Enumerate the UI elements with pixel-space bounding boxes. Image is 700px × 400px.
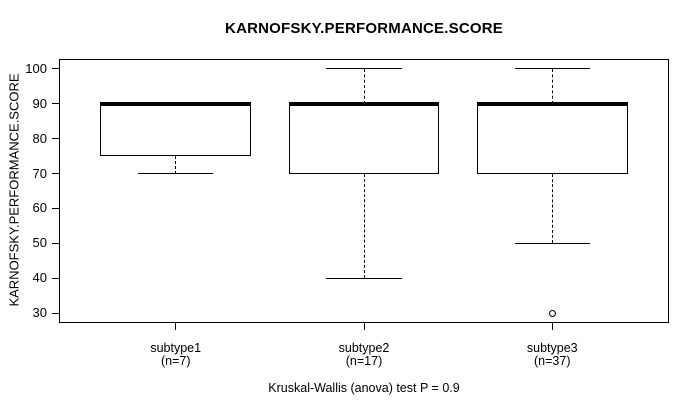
y-tick: [52, 138, 59, 140]
y-tick-label: 80: [32, 130, 47, 146]
y-tick-label: 30: [32, 305, 47, 321]
x-category-label: subtype2: [338, 341, 390, 355]
upper-whisker-line: [363, 68, 365, 104]
y-tick-label: 60: [32, 200, 47, 216]
x-tick: [175, 323, 177, 330]
x-category-sublabel: (n=37): [534, 354, 571, 368]
x-tick: [363, 323, 365, 330]
lower-whisker-cap: [514, 242, 590, 244]
y-tick: [52, 312, 59, 314]
outlier-point: [548, 309, 556, 317]
median-line: [476, 101, 628, 106]
lower-whisker-line: [363, 173, 365, 279]
y-tick-label: 40: [32, 270, 47, 286]
upper-whisker-cap: [514, 68, 590, 70]
y-tick: [52, 277, 59, 279]
lower-whisker-cap: [138, 173, 214, 175]
iqr-box: [476, 103, 628, 174]
iqr-box: [288, 103, 440, 174]
x-category-sublabel: (n=7): [160, 354, 191, 368]
chart-title: KARNOFSKY.PERFORMANCE.SCORE: [225, 20, 503, 37]
y-tick: [52, 173, 59, 175]
y-tick-label: 50: [32, 235, 47, 251]
x-tick: [551, 323, 553, 330]
y-tick: [52, 103, 59, 105]
median-line: [100, 101, 252, 106]
y-tick-label: 100: [25, 60, 47, 76]
lower-whisker-line: [551, 173, 553, 244]
y-tick-label: 70: [32, 165, 47, 181]
x-category-sublabel: (n=17): [345, 354, 383, 368]
y-tick-label: 90: [32, 95, 47, 111]
stat-test-caption: Kruskal-Wallis (anova) test P = 0.9: [268, 381, 460, 395]
lower-whisker-cap: [326, 277, 402, 279]
lower-whisker-line: [175, 156, 177, 174]
x-category-label: subtype3: [526, 341, 578, 355]
median-line: [288, 101, 440, 106]
y-tick: [52, 68, 59, 70]
y-tick: [52, 242, 59, 244]
y-tick: [52, 207, 59, 209]
x-category-label: subtype1: [150, 341, 202, 355]
iqr-box: [100, 103, 252, 157]
upper-whisker-cap: [326, 68, 402, 70]
upper-whisker-line: [551, 68, 553, 104]
